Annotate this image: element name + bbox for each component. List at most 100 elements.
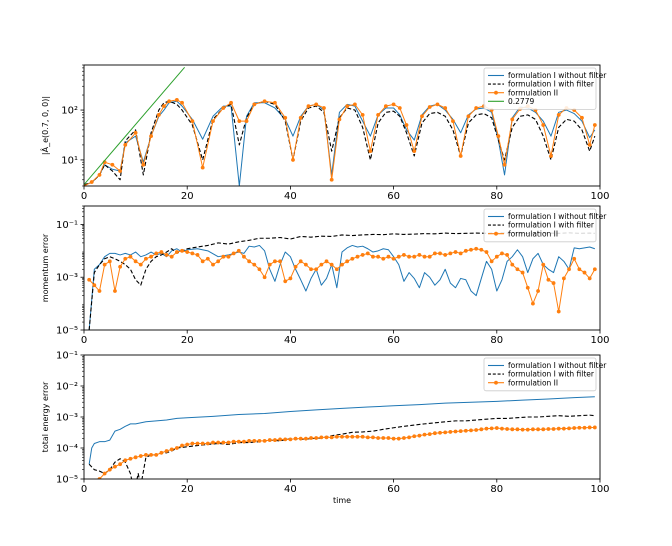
data-point xyxy=(577,425,582,430)
data-point xyxy=(283,279,288,284)
data-point xyxy=(329,177,334,182)
data-point xyxy=(92,283,97,288)
data-point xyxy=(396,254,401,259)
data-point xyxy=(541,123,546,127)
data-point xyxy=(383,104,388,108)
data-point xyxy=(252,438,257,443)
x-tick-label: 0 xyxy=(81,191,87,202)
data-point xyxy=(291,158,295,162)
data-point xyxy=(118,462,123,467)
x-tick-label: 20 xyxy=(181,335,194,346)
data-point xyxy=(531,301,535,306)
data-point xyxy=(567,267,571,272)
data-point xyxy=(402,253,406,257)
data-point xyxy=(510,117,515,122)
data-point xyxy=(252,262,257,267)
data-point xyxy=(466,114,471,119)
legend-marker xyxy=(494,90,498,95)
data-point xyxy=(494,254,499,259)
data-point xyxy=(350,434,355,439)
data-point xyxy=(128,456,133,461)
data-point xyxy=(288,437,293,442)
data-point xyxy=(334,434,339,439)
data-point xyxy=(174,446,179,450)
x-tick-label: 100 xyxy=(590,484,609,495)
data-point xyxy=(458,154,463,158)
data-point xyxy=(236,439,241,444)
data-point xyxy=(443,253,448,257)
legend-label: formulation II xyxy=(508,378,558,387)
data-point xyxy=(164,449,169,453)
data-point xyxy=(102,262,107,267)
axes-frame xyxy=(83,64,601,187)
data-point xyxy=(97,477,102,479)
data-point xyxy=(448,430,453,434)
data-point xyxy=(556,309,561,314)
data-point xyxy=(536,427,540,432)
data-point xyxy=(314,267,319,272)
data-point xyxy=(391,102,396,107)
legend-box xyxy=(483,208,597,243)
data-point xyxy=(195,253,200,257)
data-point xyxy=(185,442,190,447)
data-point xyxy=(242,439,246,444)
data-point xyxy=(144,256,148,261)
data-point xyxy=(340,262,344,267)
data-point xyxy=(556,112,561,117)
data-point xyxy=(334,267,339,272)
data-point xyxy=(159,450,164,455)
data-point xyxy=(123,458,128,463)
data-point xyxy=(451,119,455,124)
data-point xyxy=(244,119,249,124)
data-point xyxy=(133,130,138,135)
data-point xyxy=(561,276,566,281)
data-point xyxy=(149,452,153,457)
data-point xyxy=(360,253,365,257)
data-point xyxy=(293,436,298,441)
data-point xyxy=(381,436,386,440)
data-point xyxy=(141,162,146,167)
data-point xyxy=(231,251,236,256)
data-point xyxy=(200,259,205,264)
chart-panel-bottom: 0 20 40 60 80 100 10⁻⁵ 10⁻⁴ 10⁻³ 10⁻² 10⁻¹ total en… xyxy=(41,351,610,506)
data-point xyxy=(138,454,143,458)
data-point xyxy=(89,180,94,184)
data-point xyxy=(167,99,172,104)
data-point xyxy=(195,441,200,446)
data-point xyxy=(381,256,386,261)
data-point xyxy=(469,428,473,433)
legend-box xyxy=(483,357,597,392)
data-point xyxy=(587,276,592,281)
data-point xyxy=(551,281,556,285)
data-point xyxy=(211,119,215,124)
y-tick-label: 10⁻⁵ xyxy=(56,326,78,337)
data-point xyxy=(448,251,453,256)
data-point xyxy=(479,427,484,432)
data-point xyxy=(324,259,329,264)
data-point xyxy=(546,427,551,431)
data-point xyxy=(303,436,308,441)
data-point xyxy=(118,264,123,269)
data-point xyxy=(288,276,293,281)
series-line-0 xyxy=(88,244,596,330)
data-point xyxy=(273,259,277,264)
data-point xyxy=(474,428,479,432)
data-point xyxy=(505,427,510,431)
data-point xyxy=(412,254,417,259)
data-point xyxy=(438,251,442,256)
series-line-3 xyxy=(84,66,185,185)
x-tick-label: 60 xyxy=(387,484,400,495)
data-point xyxy=(355,254,360,259)
data-point xyxy=(205,256,210,261)
legend-label: formulation I without filter xyxy=(508,361,607,370)
legend-label: 0.2779 xyxy=(508,97,534,106)
data-point xyxy=(242,254,246,259)
data-point xyxy=(592,123,597,127)
data-point xyxy=(386,254,391,259)
data-point xyxy=(283,115,288,120)
data-point xyxy=(505,253,510,257)
data-point xyxy=(138,262,143,267)
chart-panel-middle: 0 20 40 60 80 100 10⁻⁵ 10⁻³ 10⁻¹ momentum error fo… xyxy=(41,205,610,346)
data-point xyxy=(345,259,350,264)
